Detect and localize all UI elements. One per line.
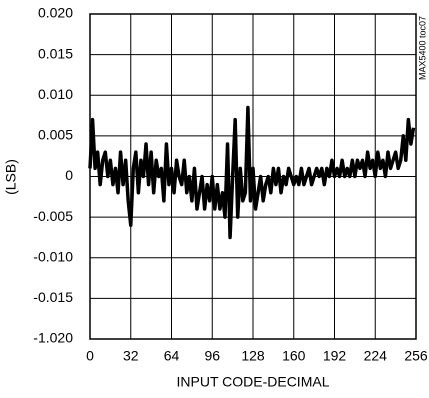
x-tick-label: 224 [364, 348, 388, 364]
annotation: MAX5400 toc07 [417, 16, 427, 80]
x-tick-label: 0 [86, 348, 94, 364]
y-axis-title: (LSB) [3, 159, 19, 195]
y-tick-label: 0 [65, 167, 73, 183]
y-tick-label: -0.010 [33, 248, 73, 264]
y-tick-label: -0.015 [33, 289, 73, 305]
x-tick-label: 96 [204, 348, 220, 364]
y-tick-label: -0.005 [33, 208, 73, 224]
y-tick-label: 0.020 [38, 5, 73, 21]
x-tick-label: 128 [241, 348, 265, 364]
x-tick-label: 160 [282, 348, 306, 364]
x-tick-label: 192 [323, 348, 347, 364]
x-axis-title: INPUT CODE-DECIMAL [177, 374, 330, 390]
data-line [88, 105, 416, 240]
x-tick-label: 256 [404, 348, 428, 364]
x-tick-label: 32 [123, 348, 139, 364]
y-tick-label: 0.010 [38, 86, 73, 102]
y-tick-label: 0.005 [38, 127, 73, 143]
y-tick-label: -1.020 [33, 330, 73, 346]
y-tick-label: 0.015 [38, 45, 73, 61]
plot-frame [89, 13, 417, 340]
x-tick-label: 64 [164, 348, 180, 364]
